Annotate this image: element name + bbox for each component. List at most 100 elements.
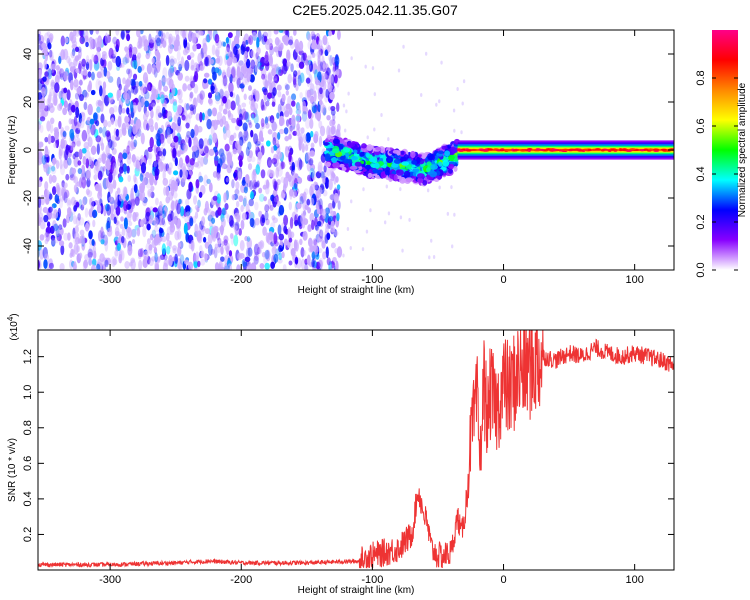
spectrogram-cell [311, 101, 317, 113]
spectrogram-cell [225, 36, 230, 44]
spectrogram-cell [277, 103, 282, 114]
spectrogram-cell [158, 79, 162, 91]
spectrogram-cell [64, 37, 69, 44]
spectrogram-cell [231, 117, 237, 124]
spectrogram-cell [147, 146, 153, 153]
spectrogram-cell [97, 99, 102, 107]
spectrogram-cell [106, 158, 110, 168]
spectrogram-cell [366, 144, 373, 152]
spectrogram-cell [81, 164, 86, 174]
spectrogram-cell [247, 163, 253, 171]
spectrogram-cell [317, 161, 323, 174]
spectrogram-cell [179, 254, 185, 265]
spectrogram-cell [293, 70, 298, 78]
spectrogram-cell [341, 166, 347, 172]
spectrogram-cell [299, 72, 305, 84]
spectrogram-cell [246, 236, 251, 242]
spectrogram-cell [310, 197, 315, 206]
spectrogram-cell [197, 52, 203, 65]
spectrogram-cell [253, 251, 260, 262]
spectrogram-cell [438, 99, 441, 104]
spectrogram-cell [155, 105, 161, 116]
spectrogram-cell [114, 199, 118, 209]
spectrogram-cell [320, 171, 325, 179]
spectrogram-cell [278, 252, 283, 261]
y-tick-label: 0.6 [22, 456, 34, 471]
spectrogram-cell [221, 207, 226, 216]
spectrogram-cell [193, 195, 198, 205]
spectrogram-cell [185, 122, 190, 129]
spectrogram-cell [325, 88, 329, 98]
spectrogram-cell [427, 153, 434, 161]
spectrogram-cell [349, 245, 352, 250]
spectrogram-cell [165, 245, 171, 255]
spectrogram-cell [302, 52, 307, 61]
spectrogram-cell [149, 136, 154, 149]
spectrogram-cell [297, 69, 301, 80]
spectrogram-cell [307, 207, 312, 214]
spectrogram-cell [182, 169, 189, 180]
spectrogram-cell [236, 66, 241, 78]
spectrogram-cell [285, 145, 289, 151]
spectrogram-cell [96, 106, 101, 113]
spectrogram-cell [184, 75, 190, 82]
spectrogram-cell [59, 227, 64, 236]
spectrogram-cell [90, 123, 96, 136]
spectrogram-cell [192, 215, 197, 224]
spectrogram-cell [39, 248, 45, 260]
spectrogram-cell [69, 142, 75, 151]
spectrogram-cell [345, 109, 348, 114]
spectrogram-cell [305, 152, 309, 162]
spectrogram-cell [326, 257, 331, 266]
snr-x-ticks: -300 -200 -100 0 100 [99, 330, 644, 586]
spectrogram-cell [242, 111, 249, 121]
spectrogram-cell [127, 227, 133, 239]
spectrogram-cell [43, 163, 49, 173]
spectrogram-cell [78, 48, 82, 59]
spectrogram-cell [248, 35, 253, 46]
spectrogram-cell [260, 56, 266, 67]
spectrogram-cell [405, 177, 413, 183]
spectrogram-cell [45, 226, 52, 234]
spectrogram-cell [175, 110, 182, 117]
spectrogram-cell [321, 55, 325, 66]
spectrogram-cell [222, 75, 228, 87]
spectrogram-cell [373, 127, 376, 132]
spectrogram-cell [223, 129, 227, 141]
spectrogram-cell [69, 128, 75, 139]
spectrogram-cell [318, 198, 323, 210]
spectrogram-cell [232, 57, 238, 64]
spectrogram-cell [83, 90, 88, 101]
spectrogram-cell [90, 145, 97, 155]
spectrogram-peak [465, 149, 472, 152]
x-tick-label: -300 [99, 274, 121, 286]
spectrogram-cell [55, 64, 60, 71]
spectrogram-cell [100, 226, 104, 237]
spectrogram-cell [241, 179, 246, 186]
spectrogram-cell [309, 150, 315, 157]
spectrogram-cell [48, 174, 53, 185]
spectrogram-cell [207, 108, 212, 117]
spectrogram-cell [279, 117, 286, 126]
spectrogram-cell [137, 128, 142, 138]
spectrogram-peak [568, 148, 574, 151]
spectrogram-cell [134, 213, 139, 221]
spectrogram-cell [216, 167, 221, 180]
spectrogram-cell [111, 147, 117, 155]
spectrogram-cell [72, 30, 77, 37]
spectrogram-cell [95, 41, 101, 53]
spectrogram-cell [112, 169, 117, 176]
spectrogram-cell [72, 153, 76, 160]
spectrogram-cell [327, 44, 331, 53]
spectrogram-cell [44, 189, 50, 200]
spectrogram-cell [430, 238, 433, 243]
spectrogram-cell [194, 70, 199, 82]
spectrogram-cell [226, 43, 230, 53]
spectrogram-cell [171, 121, 177, 132]
spectrogram-cell [238, 113, 243, 122]
spectrogram-cell [163, 186, 167, 196]
spectrogram-cell [143, 39, 149, 48]
spectrogram-cell [344, 147, 351, 153]
spectrogram-cell [158, 227, 164, 234]
spectrogram-peak [596, 148, 601, 151]
